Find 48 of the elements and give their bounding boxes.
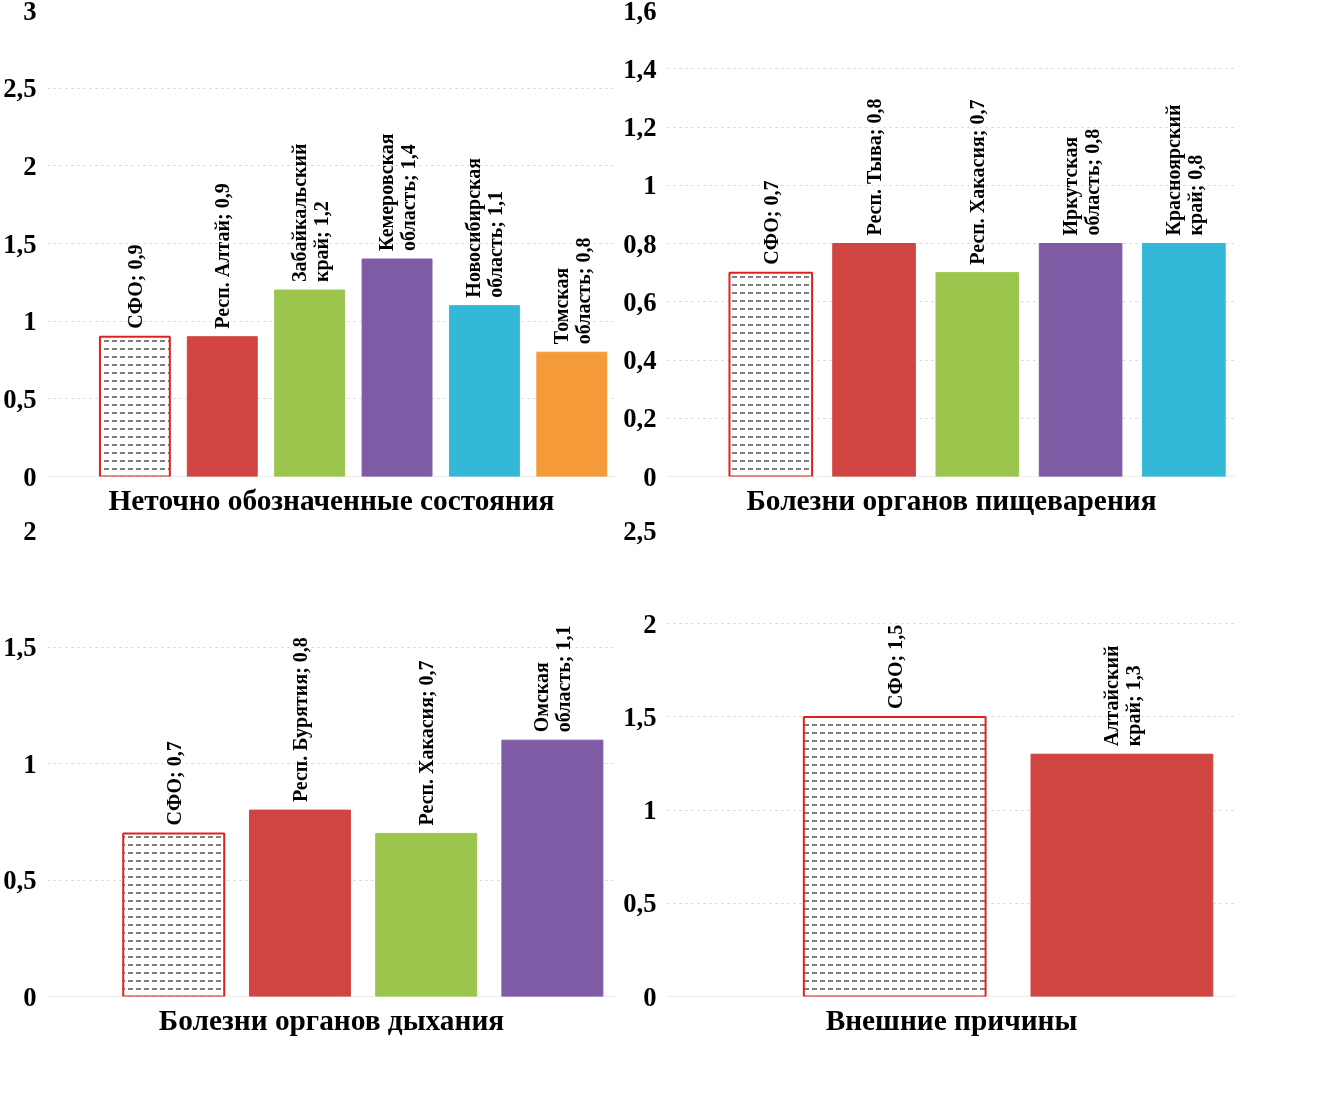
y-tick-label: 0	[23, 461, 37, 492]
data-label: Омская область; 1,1	[530, 625, 575, 733]
y-tick-label: 0	[643, 981, 657, 1012]
y-tick-label: 1,6	[623, 0, 657, 26]
y-tick-label: 0	[643, 461, 657, 492]
data-label: Иркутская область; 0,8	[1058, 128, 1103, 236]
y-tick-label: 0,5	[3, 383, 37, 414]
y-tick-label: 1,2	[623, 112, 657, 142]
text: Болезни органов дыхания	[158, 1003, 505, 1036]
y-tick-label: 2,5	[623, 515, 657, 546]
y-tick-label: 0	[23, 981, 37, 1012]
y-tick-label: 0,2	[623, 403, 657, 434]
data-label: Респ. Хакасия; 0,7	[415, 660, 438, 826]
text: Неточно обозначенные состояния	[108, 483, 555, 516]
y-tick-label: 3	[23, 0, 37, 26]
data-label: Респ. Тыва; 0,8	[863, 98, 886, 236]
data-label: СФО; 0,7	[759, 180, 782, 265]
data-label: СФО; 0,7	[162, 741, 185, 826]
y-tick-label: 0,5	[623, 888, 657, 919]
y-tick-label: 1	[23, 748, 37, 779]
data-label: Томская область; 0,8	[549, 237, 594, 345]
y-tick-label: 0,6	[623, 286, 657, 317]
y-tick-label: 1,5	[3, 632, 37, 662]
text: Внешние причины	[825, 1003, 1078, 1036]
data-label: Новосибирская область; 1,1	[462, 157, 507, 298]
y-tick-label: 1,5	[3, 228, 37, 259]
y-tick-label: 2	[23, 515, 37, 546]
text: Болезни органов пищеварения	[746, 483, 1157, 516]
y-tick-label: 0,5	[3, 865, 37, 895]
data-label: Респ. Алтай; 0,9	[211, 183, 234, 329]
y-tick-label: 0,4	[623, 345, 657, 375]
data-label: Алтайский край; 1,3	[1099, 645, 1145, 747]
y-tick-label: 1,5	[623, 701, 657, 732]
y-tick-label: 2	[23, 150, 37, 181]
y-tick-label: 0,8	[623, 228, 657, 259]
data-label: Красноярский край; 0,8	[1161, 104, 1207, 236]
data-label: Респ. Хакасия; 0,7	[966, 99, 989, 265]
data-label: СФО; 0,9	[123, 244, 146, 329]
y-tick-label: 1	[643, 795, 657, 826]
data-label: Кемеровская область; 1,4	[375, 133, 420, 252]
y-tick-label: 1	[643, 170, 657, 201]
data-label: Респ. Бурятия; 0,8	[288, 637, 312, 803]
y-tick-label: 2,5	[3, 73, 37, 104]
y-tick-label: 1	[23, 306, 37, 337]
y-tick-label: 1,4	[623, 53, 657, 84]
y-tick-label: 2	[643, 608, 657, 639]
data-label: Забайкальский край; 1,2	[287, 143, 333, 283]
data-label: СФО; 1,5	[883, 624, 906, 709]
